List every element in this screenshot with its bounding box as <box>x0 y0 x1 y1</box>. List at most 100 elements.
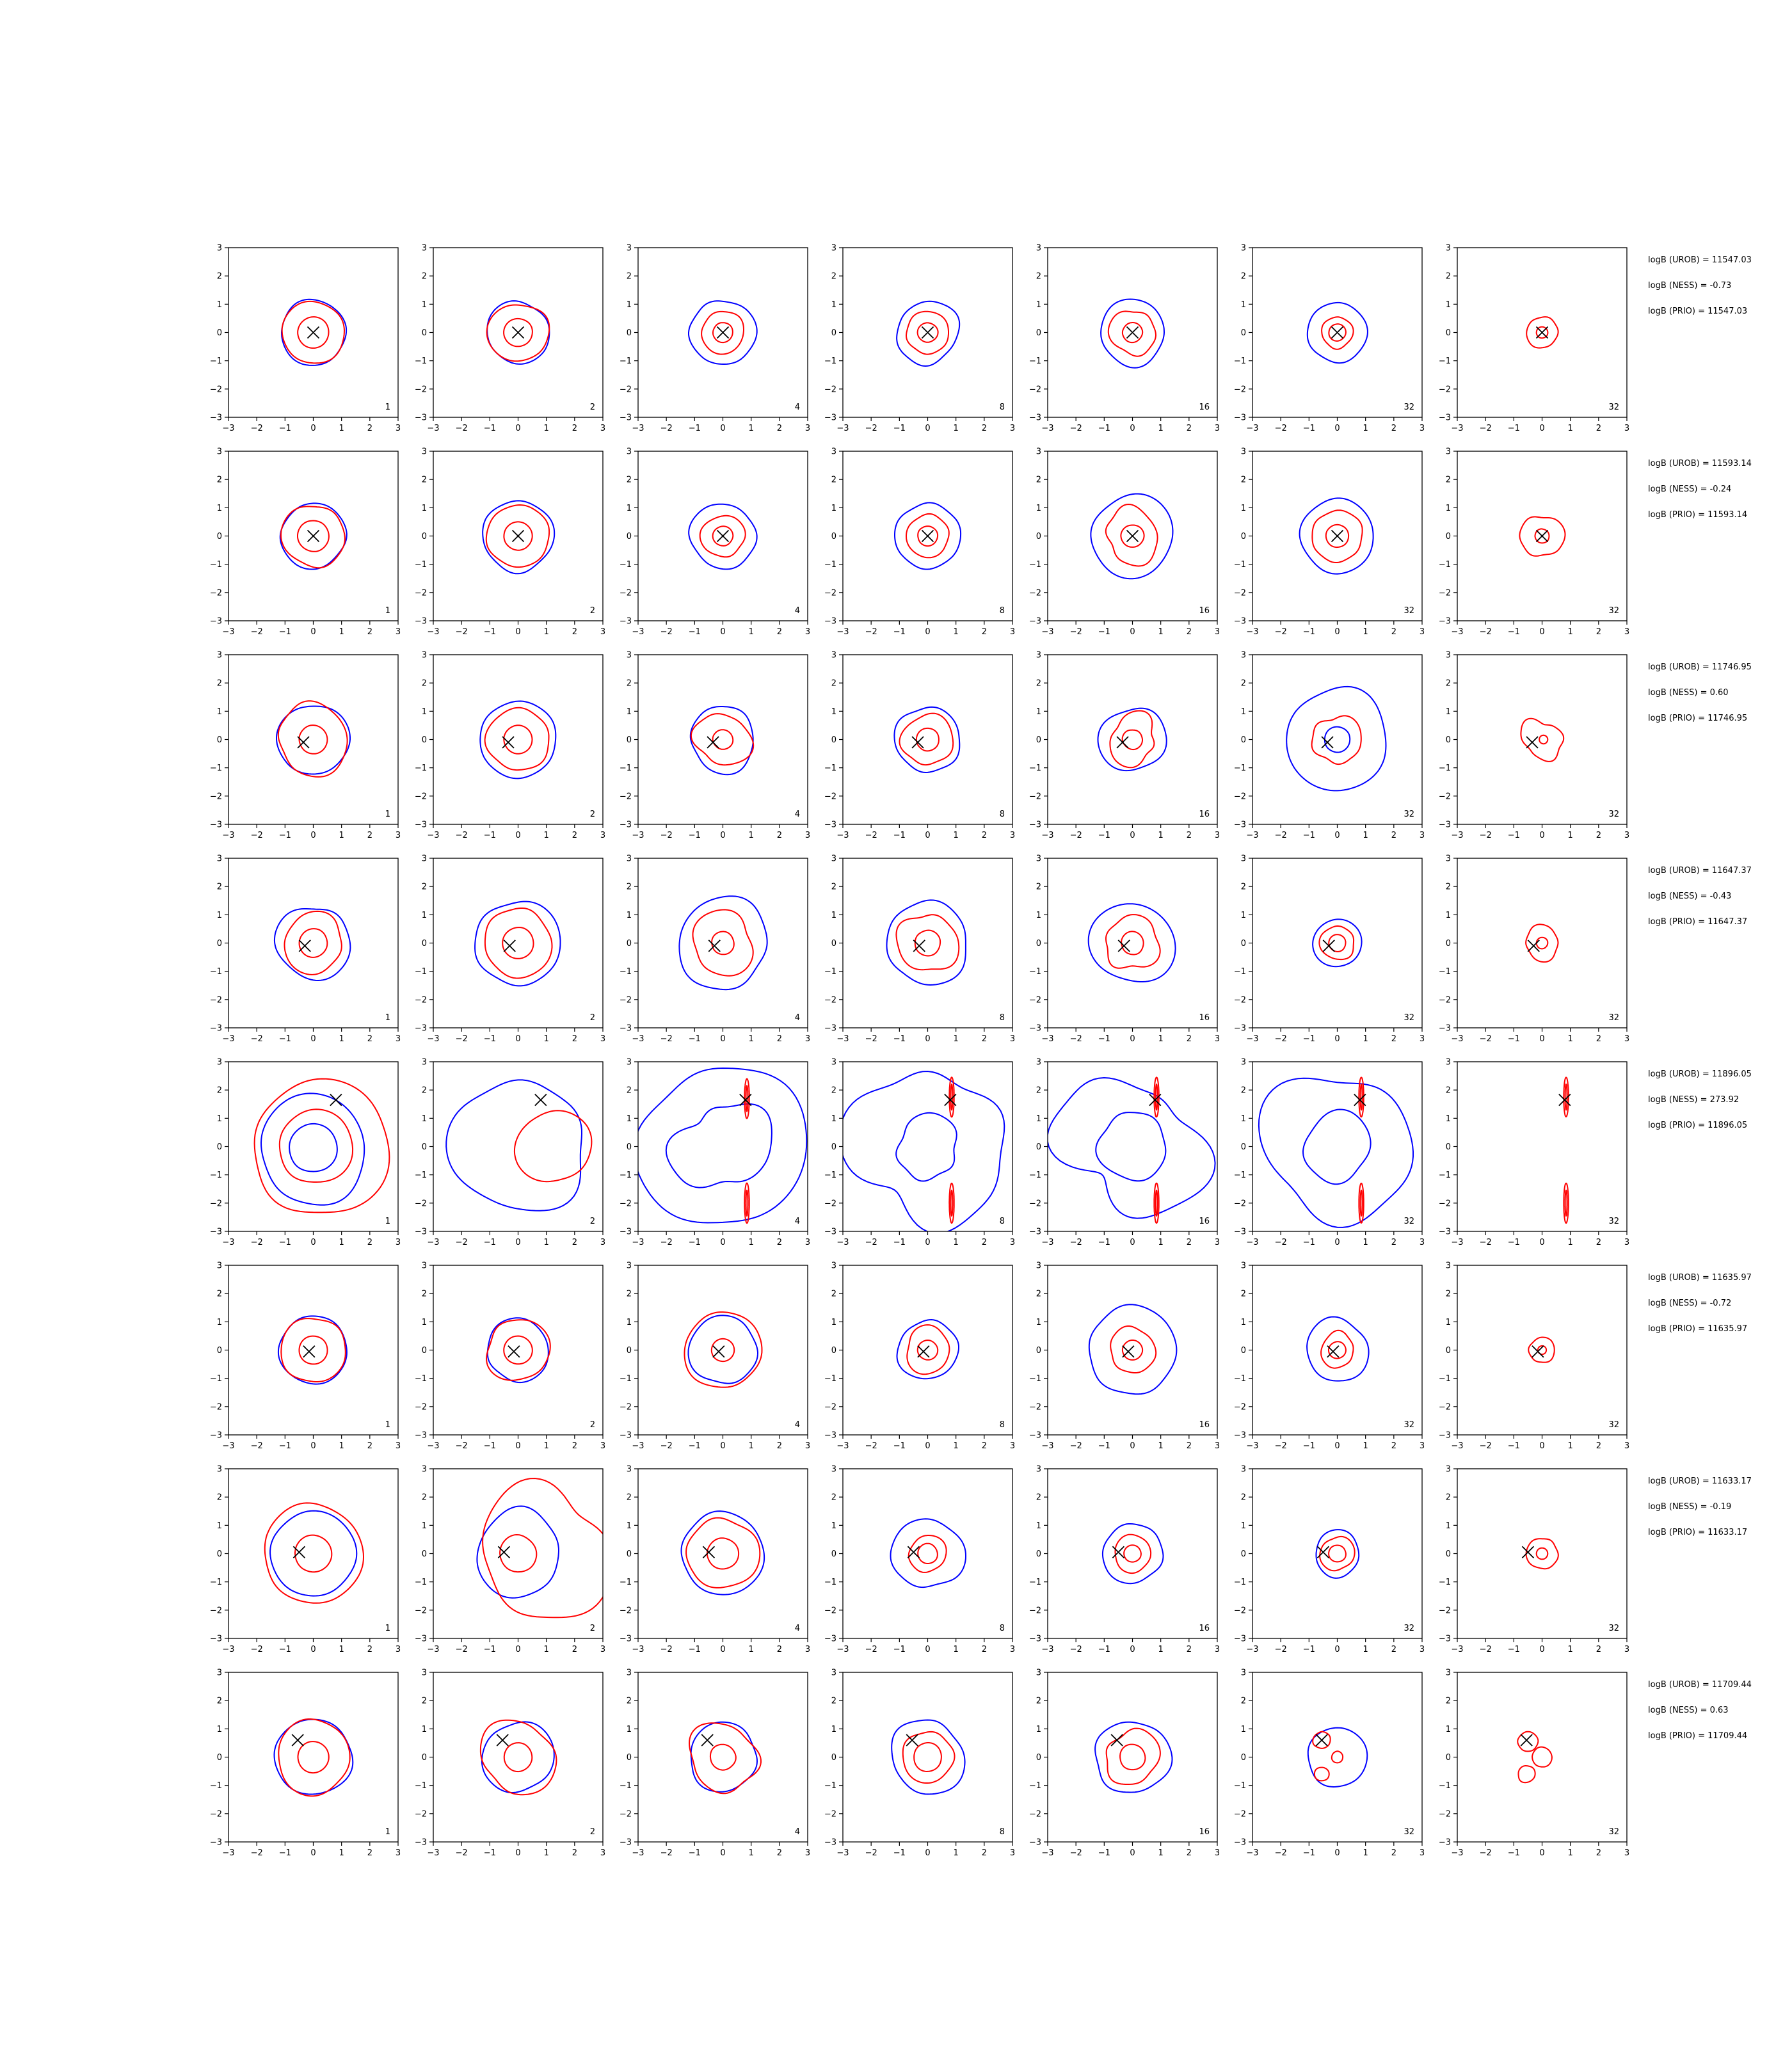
x-tick-label: −3 <box>222 1848 234 1858</box>
y-tick-label: −2 <box>620 385 632 394</box>
panel-corner-label: 32 <box>1608 606 1619 616</box>
x-tick-label: −2 <box>865 1238 877 1247</box>
y-tick-label: 0 <box>1241 532 1246 541</box>
x-tick-label: 1 <box>1363 1034 1368 1044</box>
x-tick-label: 1 <box>954 424 959 433</box>
y-tick-label: 3 <box>217 1668 222 1678</box>
x-tick-label: −2 <box>1480 1034 1492 1044</box>
y-tick-label: 0 <box>627 939 632 948</box>
y-tick-label: −2 <box>415 588 427 598</box>
x-tick-label: 3 <box>396 1848 401 1858</box>
x-tick-label: 2 <box>572 1441 577 1451</box>
x-tick-label: −2 <box>1070 1034 1082 1044</box>
marker-x <box>1126 326 1139 339</box>
y-tick-label: 0 <box>1446 532 1451 541</box>
x-tick-label: −3 <box>632 831 644 840</box>
y-tick-label: 1 <box>1446 504 1451 513</box>
red-contour <box>712 729 734 750</box>
marker-x <box>712 1345 725 1358</box>
x-tick-label: 0 <box>1130 1441 1135 1451</box>
panel-corner-label: 16 <box>1199 1420 1210 1430</box>
y-tick-label: −1 <box>824 1171 836 1180</box>
y-tick-label: −2 <box>210 792 222 801</box>
red-contour <box>1359 1084 1363 1111</box>
x-tick-label: 3 <box>600 1441 605 1451</box>
blue-contour <box>1087 903 1176 982</box>
x-tick-label: 3 <box>1420 1848 1425 1858</box>
y-tick-label: 1 <box>627 1318 632 1327</box>
red-contour <box>1535 1547 1549 1560</box>
x-tick-label: −2 <box>865 627 877 637</box>
logb-annotation: logB (NESS) = -0.43 <box>1648 892 1732 901</box>
x-tick-label: −1 <box>1303 627 1315 637</box>
y-tick-label: −3 <box>1029 1838 1041 1848</box>
y-tick-label: −1 <box>415 764 427 773</box>
marker-x <box>1354 1093 1366 1107</box>
y-tick-label: 3 <box>627 1058 632 1068</box>
x-tick-label: 2 <box>1596 627 1601 637</box>
x-tick-label: 3 <box>600 1848 605 1858</box>
x-tick-label: 3 <box>1010 1238 1015 1247</box>
x-tick-label: 2 <box>367 627 372 637</box>
y-tick-label: 3 <box>1036 244 1041 253</box>
plot-area <box>843 1070 1005 1231</box>
plot-area <box>680 1510 765 1596</box>
y-tick-label: 3 <box>422 244 427 253</box>
x-tick-label: 2 <box>1187 1238 1192 1247</box>
x-tick-label: −1 <box>1303 1645 1315 1654</box>
blue-contour <box>1306 1316 1370 1382</box>
panel-corner-label: 32 <box>1608 1217 1619 1226</box>
x-tick-label: 1 <box>544 1441 549 1451</box>
y-tick-label: 0 <box>1036 328 1041 338</box>
plot-area <box>253 1078 390 1213</box>
x-tick-label: 1 <box>339 1645 344 1654</box>
y-tick-label: 0 <box>627 1549 632 1559</box>
x-tick-label: 0 <box>720 1238 725 1247</box>
red-contour <box>503 521 533 551</box>
y-tick-label: −3 <box>1439 1431 1451 1441</box>
y-tick-label: 1 <box>627 504 632 513</box>
panel-r7-c3: −3−3 −2 −2 −1 −1 0 0 1 1 2 2 3 3 4 <box>620 1465 810 1655</box>
plot-area <box>688 503 758 570</box>
y-tick-label: −2 <box>415 1199 427 1208</box>
red-contour <box>280 1318 346 1382</box>
panel-r7-c7: −3−3 −2 −2 −1 −1 0 0 1 1 2 2 3 3 32 <box>1439 1465 1629 1655</box>
red-contour <box>1155 1084 1158 1111</box>
x-tick-label: 3 <box>1624 831 1629 840</box>
y-tick-label: 0 <box>1446 1753 1451 1763</box>
logb-annotation: logB (PRIO) = 11709.44 <box>1648 1731 1748 1741</box>
x-tick-label: 2 <box>572 831 577 840</box>
panel-corner-label: 8 <box>1000 810 1005 819</box>
y-tick-label: 0 <box>1036 1142 1041 1152</box>
x-tick-label: 3 <box>396 424 401 433</box>
x-tick-label: 2 <box>982 1645 987 1654</box>
x-tick-label: −1 <box>893 424 906 433</box>
red-contour <box>1532 1746 1553 1768</box>
red-contour <box>1153 1182 1160 1224</box>
red-contour <box>711 931 735 956</box>
panel-corner-label: 32 <box>1404 1217 1414 1226</box>
x-tick-label: −1 <box>1508 831 1520 840</box>
panel-corner-label: 1 <box>385 1624 390 1633</box>
panel-r2-c1: −3−3 −2 −2 −1 −1 0 0 1 1 2 2 3 3 1 <box>210 447 401 637</box>
x-tick-label: 0 <box>1130 1034 1135 1044</box>
panel-r7-c2: −3−3 −2 −2 −1 −1 0 0 1 1 2 2 3 3 2 <box>415 1465 605 1655</box>
blue-contour <box>289 1123 338 1172</box>
blue-contour <box>1258 1077 1414 1228</box>
x-tick-label: 0 <box>1539 627 1544 637</box>
y-tick-label: 2 <box>627 679 632 689</box>
panel-r2-c3: −3−3 −2 −2 −1 −1 0 0 1 1 2 2 3 3 4 <box>620 447 810 637</box>
x-tick-label: 3 <box>600 627 605 637</box>
y-tick-label: 1 <box>1241 300 1246 310</box>
y-tick-label: −1 <box>1029 1578 1041 1587</box>
x-tick-label: −2 <box>1480 1848 1492 1858</box>
plot-area <box>276 700 351 778</box>
blue-contour <box>474 900 561 987</box>
y-tick-label: 0 <box>1446 328 1451 338</box>
blue-contour <box>891 1719 966 1795</box>
red-contour <box>709 1743 737 1771</box>
y-tick-label: 3 <box>217 651 222 660</box>
x-tick-label: −1 <box>484 1238 496 1247</box>
panel-corner-label: 32 <box>1608 1420 1619 1430</box>
x-tick-label: 3 <box>600 831 605 840</box>
